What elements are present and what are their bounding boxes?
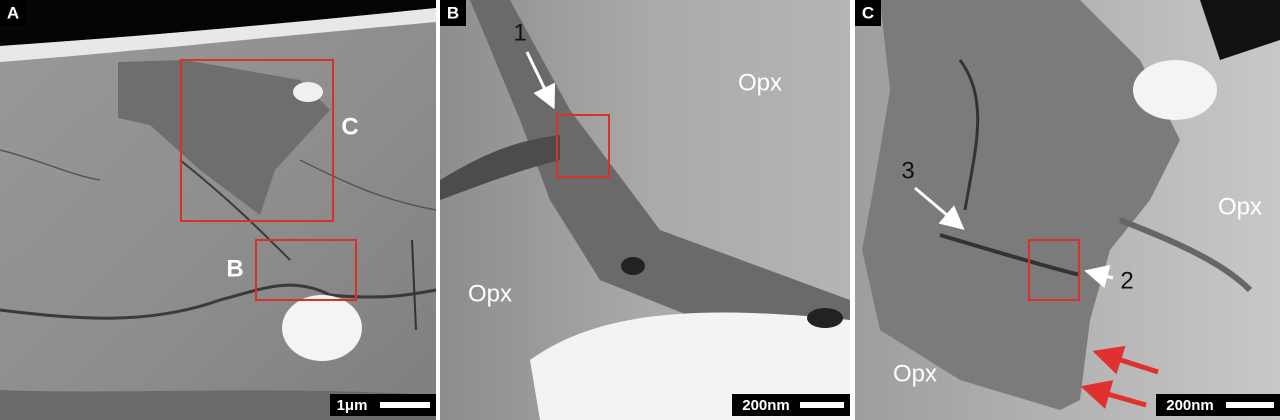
porous-region bbox=[862, 0, 1180, 410]
region-box bbox=[1028, 239, 1080, 301]
dark-vein bbox=[440, 135, 560, 200]
red-arrow bbox=[1092, 345, 1159, 375]
panel-letter: C bbox=[862, 3, 874, 22]
pore bbox=[807, 308, 843, 328]
panel-a-background bbox=[0, 0, 436, 420]
arrow bbox=[525, 51, 556, 110]
pore bbox=[621, 257, 645, 275]
scale-bar-box bbox=[732, 394, 850, 416]
mineral-label: Opx bbox=[738, 69, 782, 96]
inclusion bbox=[293, 82, 323, 102]
panel-c: C 3 2 Opx Opx 200nm bbox=[855, 0, 1280, 420]
mineral-label: Opx bbox=[1218, 193, 1262, 220]
mineral-label: Opx bbox=[893, 360, 937, 387]
scale-bar-label: 200nm bbox=[1166, 397, 1214, 414]
scale-bar-box bbox=[1156, 394, 1280, 416]
coating bbox=[0, 0, 436, 46]
point-label: 1 bbox=[513, 19, 526, 46]
point-label: 3 bbox=[901, 157, 914, 184]
scale-bar-label: 1μm bbox=[337, 397, 368, 414]
scale-bar bbox=[800, 402, 844, 408]
crack bbox=[179, 159, 291, 261]
dark-vein bbox=[939, 233, 1081, 277]
scale-bar bbox=[1226, 402, 1274, 408]
dark-wedge bbox=[1200, 0, 1280, 60]
letter-box bbox=[0, 0, 26, 26]
porous-region bbox=[118, 60, 330, 215]
dark-band bbox=[470, 0, 850, 330]
letter-box bbox=[855, 0, 881, 26]
crack bbox=[1118, 217, 1253, 293]
region-label: B bbox=[226, 255, 243, 282]
inclusion bbox=[1133, 60, 1217, 120]
scale-bar bbox=[380, 402, 430, 408]
crack bbox=[0, 283, 437, 320]
panel-b: B 1 Opx Opx 200nm bbox=[440, 0, 850, 420]
inclusion bbox=[282, 295, 362, 361]
region-box bbox=[255, 239, 357, 301]
panel-letter: B bbox=[447, 3, 459, 22]
mineral-label: Opx bbox=[468, 280, 512, 307]
panel-a: A C B 1μm bbox=[0, 0, 437, 420]
arrow bbox=[1084, 264, 1114, 289]
letter-box bbox=[440, 0, 466, 26]
crack bbox=[411, 239, 417, 331]
inclusion bbox=[530, 312, 850, 420]
lower-zone bbox=[0, 390, 436, 420]
region-box bbox=[556, 114, 610, 178]
panel-letter: A bbox=[7, 3, 19, 22]
region-box bbox=[180, 59, 334, 222]
surface-layer bbox=[0, 8, 436, 62]
crack bbox=[0, 149, 101, 181]
arrow bbox=[914, 186, 965, 230]
region-label: C bbox=[341, 113, 358, 140]
point-label: 2 bbox=[1120, 267, 1133, 294]
crack bbox=[299, 159, 437, 211]
scale-bar-label: 200nm bbox=[742, 397, 790, 414]
crack bbox=[958, 59, 980, 211]
red-arrow bbox=[1080, 380, 1147, 409]
